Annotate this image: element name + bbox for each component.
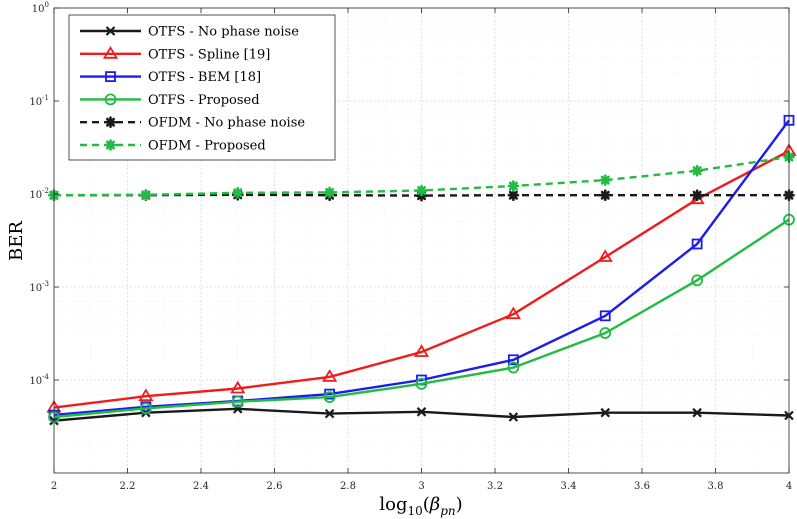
ticks: 2 2.2 2.4 2.6 2.8 3 3.2 3.4 3.6 3.8 4 10-4 10-3 10-2 1…: [29, 1, 792, 492]
x-axis-title-close: ): [456, 494, 463, 515]
series-4: [48, 213, 795, 423]
data-point: [324, 408, 335, 419]
data-point: [507, 361, 520, 374]
data-point: [507, 354, 519, 366]
x-tick-label: 2: [51, 481, 57, 492]
data-point: [691, 189, 703, 202]
legend-marker: [104, 93, 117, 106]
data-point: [599, 327, 612, 339]
legend-entry: OTFS - BEM [18]: [80, 70, 261, 85]
data-point: [691, 238, 703, 250]
series-line: [53, 149, 790, 409]
x-axis-title: log10(βpn): [379, 494, 462, 518]
x-axis-title-pn: pn: [440, 504, 455, 518]
legend-entry: OFDM - Proposed: [80, 139, 266, 154]
x-axis-title-open: (: [423, 494, 430, 515]
data-point: [600, 407, 611, 418]
data-point: [507, 189, 520, 202]
legend: OTFS - No phase noise OTFS - Spline [19] O…: [68, 14, 336, 161]
data-point: [231, 395, 244, 408]
data-point: [415, 184, 428, 197]
y-tick-label: 10-4: [29, 373, 49, 387]
x-tick-label: 2.2: [120, 481, 136, 492]
x-tick-label: 2.4: [193, 481, 209, 492]
y-tick-label: 10-2: [29, 187, 49, 201]
data-point: [599, 310, 611, 322]
x-tick-label: 3: [418, 481, 424, 492]
series-1: [49, 404, 794, 426]
legend-label: OTFS - No phase noise: [148, 25, 299, 40]
x-axis-title-beta: β: [429, 494, 440, 515]
data-point: [415, 377, 428, 390]
y-tick-label: 10-3: [29, 280, 49, 294]
x-tick-label: 3.2: [487, 481, 503, 492]
legend-marker: [105, 26, 116, 36]
x-axis-title-main: log: [379, 494, 407, 515]
legend-entry: OTFS - Proposed: [80, 93, 260, 108]
data-point: [507, 180, 520, 192]
data-point: [505, 306, 521, 320]
data-point: [691, 274, 704, 287]
y-axis-title: BER: [6, 221, 27, 261]
series-layer: [46, 114, 797, 426]
legend-entry: OTFS - Spline [19]: [80, 46, 270, 62]
data-point: [599, 174, 612, 186]
x-tick-label: 2.8: [340, 481, 356, 492]
y-tick-label: 10-1: [29, 94, 49, 108]
legend-label: OTFS - Proposed: [148, 93, 260, 108]
legend-entry: OTFS - No phase noise: [80, 25, 299, 40]
data-point: [691, 164, 703, 177]
x-tick-label: 2.6: [267, 481, 283, 492]
legend-marker: [105, 71, 116, 82]
data-point: [508, 412, 519, 422]
data-point: [322, 369, 338, 382]
x-axis-title-sub: 10: [407, 504, 422, 518]
series-line: [53, 119, 790, 417]
data-point: [139, 402, 152, 415]
data-point: [413, 344, 430, 357]
data-point: [231, 187, 244, 199]
legend-label: OFDM - No phase noise: [148, 116, 305, 131]
x-tick-label: 4: [786, 481, 792, 492]
data-point: [140, 189, 152, 201]
legend-marker: [104, 139, 117, 151]
legend-label: OTFS - Spline [19]: [148, 47, 270, 62]
data-point: [230, 380, 246, 394]
legend-label: OFDM - Proposed: [148, 139, 266, 154]
x-tick-label: 3.6: [634, 481, 650, 492]
data-point: [599, 189, 612, 202]
y-tick-label: 100: [32, 1, 49, 15]
data-point: [323, 186, 336, 199]
series-line: [53, 155, 790, 197]
data-point: [138, 388, 154, 402]
legend-entry: OFDM - No phase noise: [80, 116, 305, 131]
series-line: [53, 218, 790, 419]
legend-marker: [102, 46, 119, 59]
x-tick-label: 3.8: [708, 481, 724, 492]
data-point: [692, 407, 702, 418]
legend-marker: [104, 116, 117, 128]
data-point: [416, 407, 427, 417]
data-point: [597, 249, 613, 262]
data-point: [323, 391, 336, 403]
legend-box: [68, 14, 336, 161]
legend-label: OTFS - BEM [18]: [148, 70, 261, 85]
x-tick-label: 3.4: [561, 481, 577, 492]
